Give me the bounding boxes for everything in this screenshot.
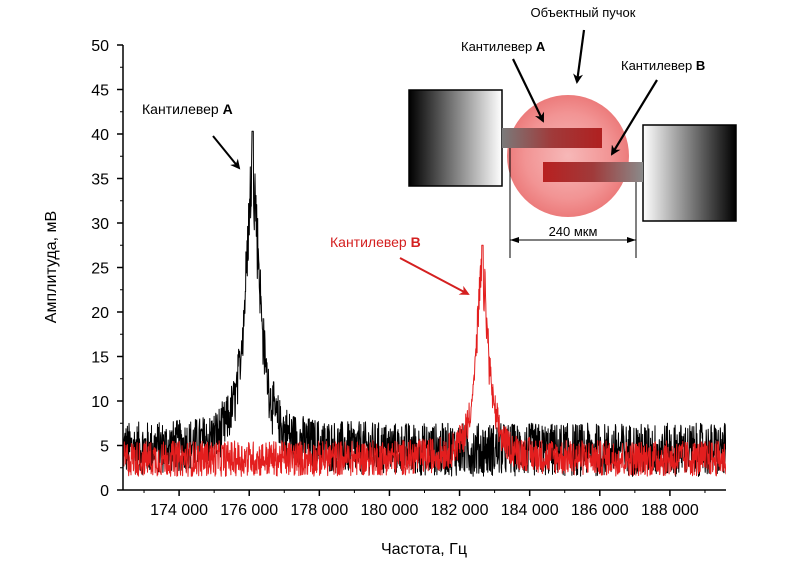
series-layer <box>123 130 726 477</box>
right-mount-block <box>642 124 737 222</box>
annotation-a-arrow <box>212 135 241 170</box>
y-axis-title: Амплитуда, мВ <box>43 211 60 323</box>
ticks: 0 5 10 15 20 25 30 35 40 45 50 174 000 176 000 178 00… <box>91 38 706 519</box>
annotation-b-arrow <box>399 257 470 295</box>
x-tick-label: 176 000 <box>220 502 278 519</box>
y-tick-label: 25 <box>91 261 109 278</box>
annotation-cantilever-a: Кантилевер A <box>142 101 233 117</box>
x-tick-label: 186 000 <box>571 502 629 519</box>
object-beam-arrow <box>573 29 586 84</box>
inset-cantilever-a-letter: A <box>536 39 546 54</box>
dimension-label: 240 мкм <box>549 224 598 239</box>
y-tick-label: 15 <box>91 350 109 367</box>
x-tick-label: 178 000 <box>290 502 348 519</box>
inset-cantilever-a-label: Кантилевер A <box>461 39 546 54</box>
annotation-cantilever-b-text: Кантилевер <box>330 234 411 250</box>
inset-cantilever-a-arrow <box>512 58 545 123</box>
y-tick-label: 35 <box>91 172 109 189</box>
dimension-arrow-right <box>627 237 636 243</box>
y-tick-label: 20 <box>91 305 109 322</box>
annotation-cantilever-b-letter: B <box>411 234 421 250</box>
annotation-cantilever-a-letter: A <box>223 101 233 117</box>
annotation-cantilever-a-text: Кантилевер <box>142 101 223 117</box>
inset-cantilever-b-text: Кантилевер <box>621 58 696 73</box>
inset-cantilever-b-letter: B <box>696 58 705 73</box>
y-tick-label: 10 <box>91 394 109 411</box>
cantilever-b-bar <box>543 162 643 182</box>
inset-cantilever-b-label: Кантилевер B <box>621 58 705 73</box>
annotation-cantilever-b: Кантилевер B <box>330 234 421 250</box>
x-tick-label: 180 000 <box>361 502 419 519</box>
x-tick-label: 182 000 <box>431 502 489 519</box>
x-axis-title: Частота, Гц <box>381 541 467 558</box>
dimension-arrow-left <box>510 237 519 243</box>
series-line-cantilever-b <box>123 244 726 477</box>
x-tick-label: 174 000 <box>150 502 208 519</box>
y-tick-label: 0 <box>100 483 109 500</box>
y-tick-label: 30 <box>91 216 109 233</box>
y-tick-label: 45 <box>91 83 109 100</box>
left-mount-block <box>408 89 503 187</box>
inset-cantilever-a-text: Кантилевер <box>461 39 536 54</box>
x-tick-label: 188 000 <box>641 502 699 519</box>
y-tick-label: 40 <box>91 127 109 144</box>
object-beam-spot <box>507 95 629 217</box>
inset-cantilever-b-arrow <box>610 79 658 156</box>
object-beam-label: Объектный пучок <box>531 5 636 20</box>
y-tick-label: 50 <box>91 38 109 55</box>
cantilever-a-bar <box>502 128 602 148</box>
x-tick-label: 184 000 <box>501 502 559 519</box>
y-tick-label: 5 <box>100 439 109 456</box>
inset-schematic: 240 мкм Объектный пучок Кантилевер A Кан… <box>408 5 737 258</box>
